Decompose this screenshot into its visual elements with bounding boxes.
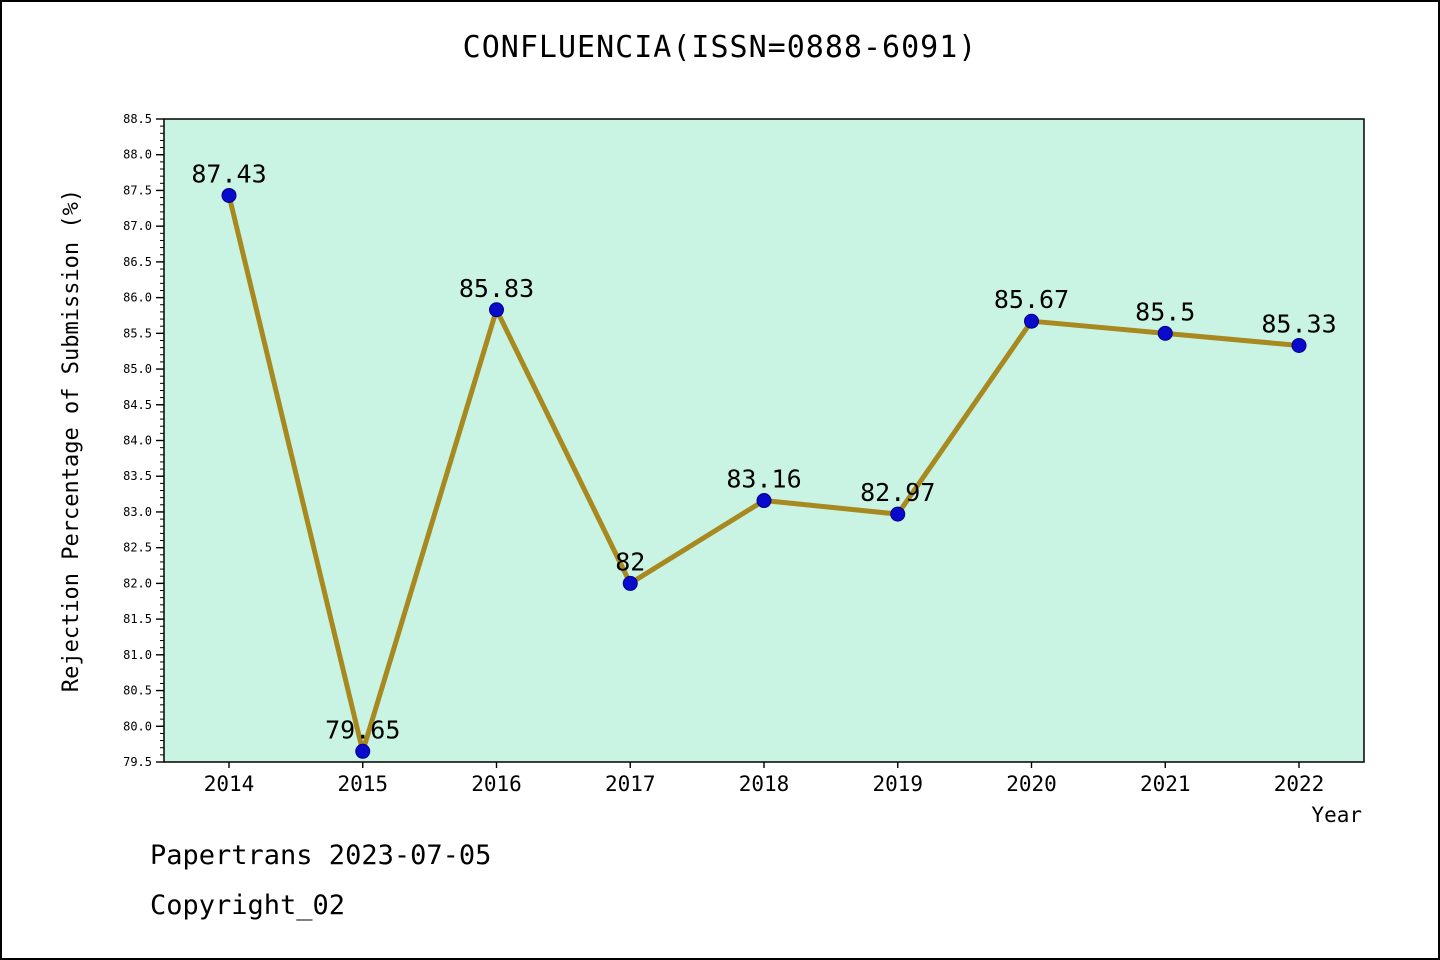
data-point-label: 83.16 xyxy=(726,465,801,494)
x-tick-label: 2020 xyxy=(1006,772,1057,796)
data-point-label: 85.83 xyxy=(459,274,534,303)
data-point xyxy=(355,743,371,759)
y-tick-label: 81.5 xyxy=(123,612,152,626)
y-tick-label: 80.5 xyxy=(123,684,152,698)
data-point xyxy=(756,493,772,509)
plot-area xyxy=(163,118,1365,763)
y-tick-label: 80.0 xyxy=(123,719,152,733)
data-point xyxy=(1024,313,1039,329)
y-axis-title: Rejection Percentage of Submission (%) xyxy=(59,189,84,692)
x-tick-label: 2021 xyxy=(1140,772,1191,796)
data-point xyxy=(489,302,504,318)
x-tick-label: 2017 xyxy=(605,772,656,796)
data-point-label: 85.5 xyxy=(1135,297,1195,326)
y-tick-label: 87.5 xyxy=(123,183,152,197)
y-tick-label: 84.5 xyxy=(123,398,152,412)
y-tick-label: 79.5 xyxy=(123,755,152,769)
x-tick-label: 2018 xyxy=(739,772,790,796)
y-tick-label: 85.0 xyxy=(123,362,152,376)
data-point-label: 85.33 xyxy=(1261,309,1336,338)
data-point-label: 82.97 xyxy=(860,478,935,507)
y-tick-label: 86.0 xyxy=(123,291,152,305)
data-point-label: 87.43 xyxy=(191,159,266,188)
x-tick-label: 2019 xyxy=(872,772,923,796)
y-tick-label: 83.5 xyxy=(123,469,152,483)
chart-title: CONFLUENCIA(ISSN=0888-6091) xyxy=(462,30,978,65)
data-point-label: 82 xyxy=(615,547,645,576)
data-point xyxy=(221,187,237,203)
footer-papertrans-date: Papertrans 2023-07-05 xyxy=(150,840,492,871)
y-tick-label: 81.0 xyxy=(123,648,152,662)
y-tick-label: 88.0 xyxy=(123,148,152,162)
footer-copyright: Copyright_02 xyxy=(150,890,346,921)
data-point xyxy=(1157,325,1173,341)
x-tick-label: 2014 xyxy=(204,772,255,796)
y-tick-label: 84.0 xyxy=(123,434,152,448)
y-tick-label: 88.5 xyxy=(123,112,152,126)
data-point-label: 85.67 xyxy=(994,285,1069,314)
x-tick-label: 2022 xyxy=(1274,772,1325,796)
data-point xyxy=(1291,337,1307,353)
y-tick-label: 82.5 xyxy=(123,541,152,555)
x-tick-label: 2015 xyxy=(337,772,388,796)
y-tick-label: 86.5 xyxy=(123,255,152,269)
x-axis-title: Year xyxy=(1311,803,1362,827)
y-tick-label: 82.0 xyxy=(123,576,152,590)
data-point-label: 79.65 xyxy=(325,715,400,744)
y-tick-label: 83.0 xyxy=(123,505,152,519)
x-tick-label: 2016 xyxy=(471,772,522,796)
y-tick-label: 87.0 xyxy=(123,219,152,233)
data-point xyxy=(890,506,906,522)
data-point xyxy=(622,575,638,591)
y-tick-label: 85.5 xyxy=(123,326,152,340)
